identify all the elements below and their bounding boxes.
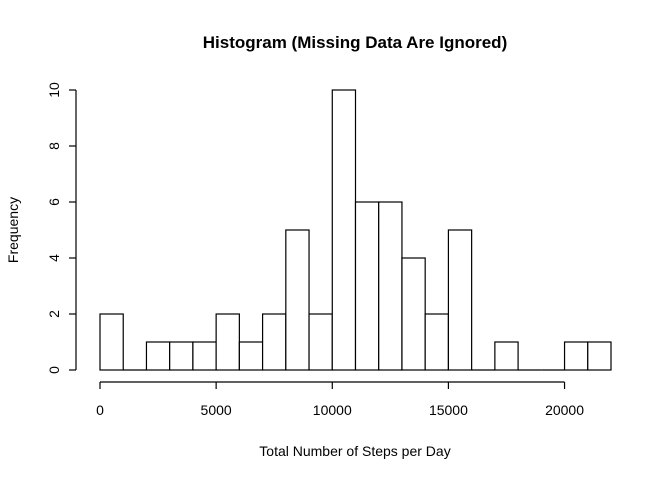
histogram-bar xyxy=(169,341,194,371)
histogram-bars xyxy=(99,89,612,371)
x-tick-label: 0 xyxy=(96,402,104,418)
histogram-bar xyxy=(494,341,519,371)
y-tick-label: 0 xyxy=(46,366,62,374)
x-tick-label: 15000 xyxy=(429,402,468,418)
histogram-bar xyxy=(424,313,450,371)
histogram-bar xyxy=(285,229,310,371)
x-tick-label: 5000 xyxy=(201,402,232,418)
histogram-bar xyxy=(447,229,473,371)
histogram-bar xyxy=(331,89,357,371)
x-axis: 0 5000 10000 15000 20000 xyxy=(96,381,584,418)
histogram-bar xyxy=(354,201,380,371)
y-tick-label: 4 xyxy=(46,254,62,262)
y-tick-label: 2 xyxy=(46,310,62,318)
y-tick-label: 6 xyxy=(46,198,62,206)
histogram-bar xyxy=(401,257,426,371)
histogram-bar xyxy=(215,313,240,371)
histogram-bar xyxy=(238,341,264,371)
histogram-bar xyxy=(563,341,589,371)
histogram-bar xyxy=(261,313,287,371)
y-tick-label: 8 xyxy=(46,142,62,150)
chart-title: Histogram (Missing Data Are Ignored) xyxy=(203,33,507,52)
histogram-bar xyxy=(99,313,124,371)
histogram-bar xyxy=(145,341,171,371)
x-axis-label: Total Number of Steps per Day xyxy=(259,443,450,459)
x-tick-label: 10000 xyxy=(313,402,352,418)
y-tick-label: 10 xyxy=(46,82,62,98)
y-axis: 0 2 4 6 8 10 xyxy=(46,82,77,374)
x-tick-label: 20000 xyxy=(545,402,584,418)
histogram-bar xyxy=(308,313,333,371)
histogram-bar xyxy=(587,341,612,371)
histogram-bar xyxy=(378,201,403,371)
y-axis-label: Frequency xyxy=(5,197,21,263)
histogram-bar xyxy=(192,341,217,371)
